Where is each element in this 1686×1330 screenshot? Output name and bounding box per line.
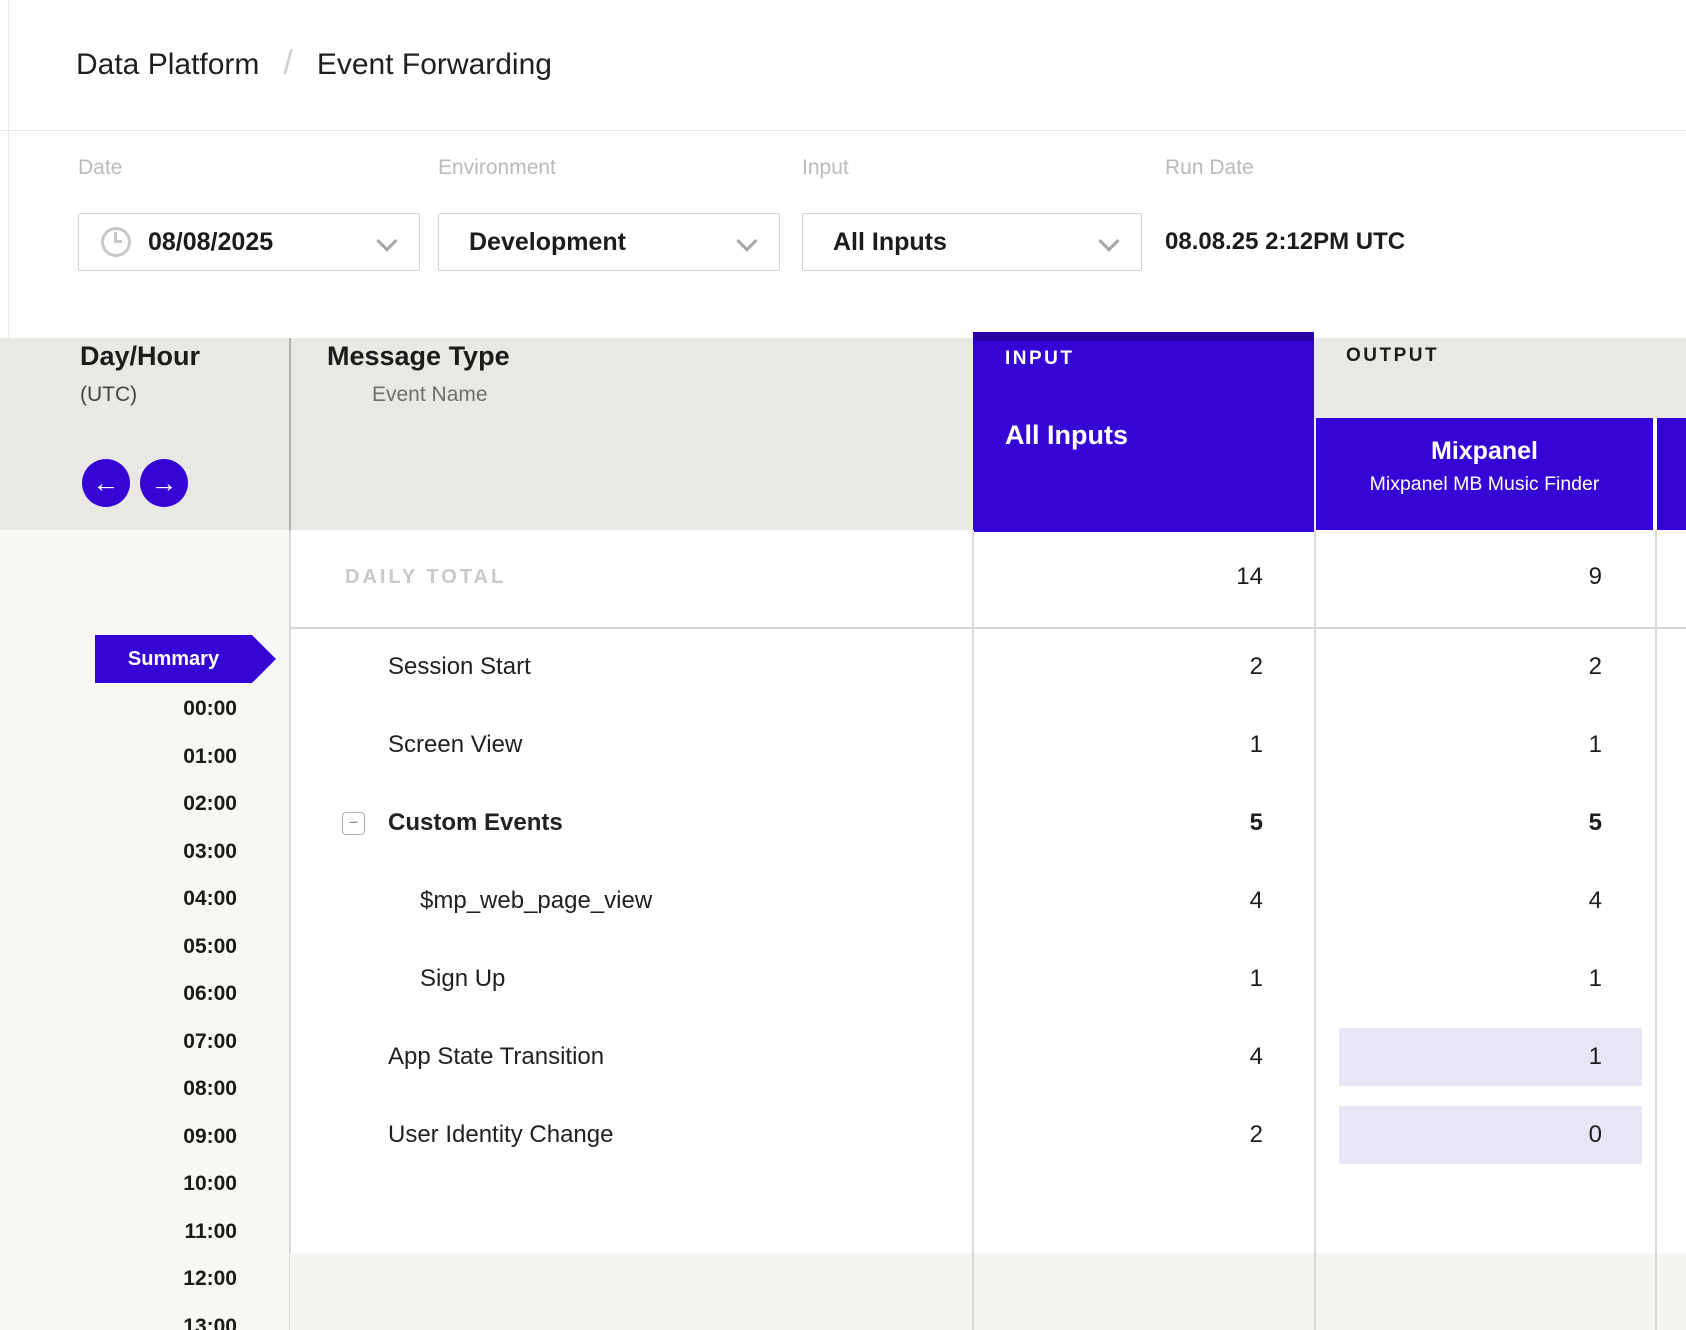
day-hour-timezone: (UTC) (80, 383, 138, 406)
table-row-screen-view: Screen View 1 1 (290, 706, 1686, 784)
hour-item-03[interactable]: 03:00 (183, 839, 237, 863)
clock-icon (101, 227, 131, 257)
hour-item-05[interactable]: 05:00 (183, 934, 237, 958)
row-label: App State Transition (388, 1043, 605, 1070)
column-divider (1655, 530, 1657, 1330)
breadcrumb: Data Platform / Event Forwarding (76, 0, 552, 130)
row-label: $mp_web_page_view (420, 887, 653, 914)
highlighted-cell (1339, 1028, 1642, 1086)
chevron-down-icon (736, 230, 758, 252)
hour-item-10[interactable]: 10:00 (183, 1172, 237, 1195)
row-input-value: 2 (1249, 653, 1263, 680)
row-input-value: 2 (1249, 1121, 1263, 1148)
output-group-label: OUTPUT (1346, 345, 1440, 366)
row-input-value: 1 (1249, 965, 1263, 992)
next-output-column-partial (1653, 418, 1686, 530)
input-select-value: All Inputs (833, 227, 947, 256)
row-output-value: 5 (1588, 809, 1602, 836)
run-date-value: 08.08.25 2:12PM UTC (1165, 228, 1406, 255)
mixpanel-connection-name: Mixpanel MB Music Finder (1369, 473, 1600, 495)
row-label: User Identity Change (388, 1121, 614, 1148)
input-group-label: INPUT (1005, 348, 1075, 369)
date-select[interactable]: 08/08/2025 (78, 213, 420, 271)
run-date-label: Run Date (1165, 156, 1254, 179)
row-input-value: 1 (1249, 731, 1263, 758)
highlighted-cell (1339, 1106, 1642, 1164)
input-selected-strip (973, 332, 1314, 341)
chevron-down-icon (1098, 230, 1120, 252)
row-output-value: 1 (1588, 965, 1602, 992)
input-filter-label: Input (802, 156, 849, 179)
row-output-value: 0 (1588, 1121, 1602, 1148)
hour-item-01[interactable]: 01:00 (183, 744, 237, 768)
row-output-value: 4 (1588, 887, 1602, 914)
row-label: Screen View (388, 731, 523, 758)
row-output-value: 1 (1588, 1043, 1602, 1070)
message-type-column-title: Message Type (327, 341, 510, 371)
arrow-right-icon: → (150, 467, 178, 498)
table-row-custom-events: − Custom Events 5 5 (290, 784, 1686, 862)
table-footer-band (290, 1253, 1686, 1330)
breadcrumb-event-forwarding: Event Forwarding (316, 48, 552, 81)
mixpanel-column-title: Mixpanel (1431, 437, 1538, 465)
row-output-value: 2 (1588, 653, 1602, 680)
row-label: Sign Up (420, 965, 506, 992)
arrow-left-icon: ← (92, 467, 120, 498)
row-input-value: 4 (1249, 887, 1263, 914)
breadcrumb-separator: / (283, 43, 293, 82)
row-input-value: 4 (1249, 1043, 1263, 1070)
input-column-header: INPUT All Inputs (973, 332, 1314, 532)
collapse-minus-icon[interactable]: − (342, 812, 365, 835)
date-select-value: 08/08/2025 (148, 227, 274, 256)
column-divider (1314, 530, 1316, 1330)
environment-select-value: Development (469, 227, 626, 256)
hour-item-02[interactable]: 02:00 (183, 792, 237, 815)
environment-filter-label: Environment (438, 156, 556, 179)
table-row-session-start: Session Start 2 2 (290, 628, 1686, 706)
daily-total-divider (290, 627, 1686, 629)
chevron-down-icon (376, 230, 398, 252)
hour-item-12[interactable]: 12:00 (183, 1267, 237, 1290)
row-output-value: 1 (1588, 731, 1602, 758)
hour-item-00[interactable]: 00:00 (183, 697, 237, 720)
hour-item-04[interactable]: 04:00 (183, 887, 237, 910)
column-divider (972, 530, 974, 1330)
page-edge-line (8, 0, 9, 338)
table-row-sign-up: Sign Up 1 1 (290, 940, 1686, 1018)
row-label: Session Start (388, 653, 531, 680)
event-name-subheader: Event Name (372, 383, 488, 406)
date-filter-label: Date (78, 156, 123, 179)
environment-select[interactable]: Development (438, 213, 780, 271)
previous-day-button[interactable]: ← (82, 459, 130, 507)
hour-item-11[interactable]: 11:00 (184, 1219, 237, 1243)
next-day-button[interactable]: → (140, 459, 188, 507)
sidebar-divider (289, 338, 291, 530)
table-row-mp-web-page-view: $mp_web_page_view 4 4 (290, 862, 1686, 940)
hour-item-08[interactable]: 08:00 (183, 1077, 237, 1100)
table-row-app-state-transition: App State Transition 4 1 (290, 1018, 1686, 1096)
sidebar-divider (289, 530, 291, 1330)
hour-item-13[interactable]: 13:00 (183, 1314, 237, 1330)
row-input-value: 5 (1249, 809, 1263, 836)
row-label: Custom Events (388, 809, 563, 836)
hour-item-07[interactable]: 07:00 (183, 1029, 237, 1053)
daily-total-output-value: 9 (1588, 563, 1602, 590)
daily-total-input-value: 14 (1236, 563, 1263, 590)
hour-item-06[interactable]: 06:00 (183, 982, 237, 1005)
input-select[interactable]: All Inputs (802, 213, 1142, 271)
table-row-user-identity-change: User Identity Change 2 0 (290, 1096, 1686, 1174)
input-column-title: All Inputs (1005, 420, 1128, 450)
top-bar: Data Platform / Event Forwarding (0, 0, 1686, 131)
hour-item-09[interactable]: 09:00 (183, 1124, 237, 1148)
summary-label: Summary (127, 647, 220, 670)
day-hour-column-title: Day/Hour (80, 341, 201, 371)
mixpanel-column-header[interactable]: Mixpanel Mixpanel MB Music Finder (1316, 418, 1653, 530)
breadcrumb-data-platform[interactable]: Data Platform (76, 48, 260, 81)
daily-total-label: DAILY TOTAL (345, 566, 507, 588)
summary-selected-badge[interactable]: Summary (95, 635, 276, 683)
